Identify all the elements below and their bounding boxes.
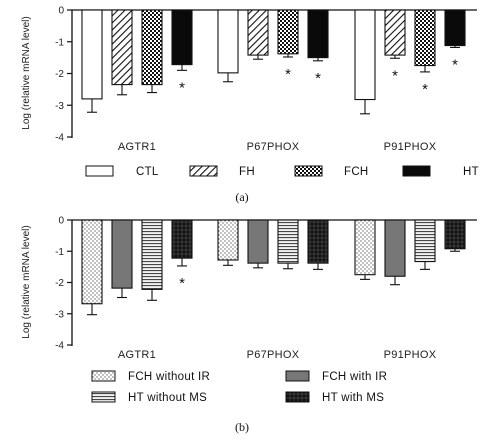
p1-bar-2-1 [384,219,406,277]
p0-bar-1-3 [307,9,329,59]
p1-y-tick-label: -2 [55,278,64,289]
p0-bar-2-0 [354,9,376,101]
p0-significance-mark: * [285,66,291,83]
p0-legend-label-3: HT [463,166,479,178]
p0-significance-mark: * [422,81,428,98]
p0-significance-mark: * [315,70,321,87]
p0-category-label: AGTR1 [118,141,156,153]
p0-legend-swatch-0 [85,165,114,177]
p0-category-label: P67PHOX [247,141,300,153]
p0-bar-0-3 [171,9,193,66]
p1-category-label: P91PHOX [384,349,437,361]
p1-bar-1-0 [217,219,239,261]
p1-bar-0-3 [171,219,193,259]
p0-y-tick-label: -3 [55,101,64,112]
p1-bar-0-0 [81,219,103,305]
p1-panel-label: (b) [235,420,249,434]
p1-bar-1-1 [247,219,269,264]
p0-bar-0-2 [141,9,163,86]
panel-a-chart: 0 -1 -2 -3 -4 Log (relative mRNA level) * * * * * *… [21,6,479,205]
p0-y-tick-label: 0 [58,6,64,17]
p0-bar-2-1 [384,9,406,56]
p1-legend-swatch-1 [285,370,310,382]
p1-legend-swatch-0 [91,370,116,382]
p1-legend-label-1: FCH with IR [322,371,387,383]
p1-y-tick-label: -3 [55,309,64,320]
p0-legend-swatch-3 [402,165,431,177]
p1-legend-label-3: HT with MS [322,392,384,404]
p0-bar-1-2 [277,9,299,55]
p0-y-tick-label: -1 [55,37,64,48]
p0-legend-label-1: FH [239,166,255,178]
p1-bar-0-1 [111,219,133,289]
p0-bar-2-2 [414,9,436,67]
p1-legend-swatch-2 [91,391,116,403]
p1-category-label: AGTR1 [118,349,156,361]
p1-bar-2-0 [354,219,376,276]
p1-category-label: P67PHOX [247,349,300,361]
p1-significance-mark: * [179,275,185,292]
p0-bar-0-1 [111,9,133,86]
p0-panel-label: (a) [235,190,248,204]
p1-bar-2-3 [444,219,466,250]
p1-bar-1-3 [307,219,329,264]
p0-legend-swatch-1 [189,165,218,177]
panel-b-chart: 0 -1 -2 -3 -4 Log (relative mRNA level) * AGTR1… [21,216,477,434]
p0-legend-label-2: FCH [344,166,369,178]
p1-bar-1-2 [277,219,299,264]
p0-bar-1-0 [217,9,239,74]
p0-bar-1-1 [247,9,269,56]
p1-bar-0-2 [141,219,163,290]
p0-y-tick-label: -4 [55,133,64,144]
p0-bar-2-3 [444,9,466,47]
p1-legend-label-0: FCH without IR [128,371,210,383]
p0-y-axis-label: Log (relative mRNA level) [21,16,32,129]
p0-significance-mark: * [392,67,398,84]
p1-y-tick-label: -4 [55,341,64,352]
p1-bar-2-2 [414,219,436,263]
p0-significance-mark: * [452,56,458,73]
p0-legend-swatch-2 [294,165,323,177]
p1-y-tick-label: -1 [55,247,64,258]
p0-significance-mark: * [179,79,185,96]
p0-y-tick-label: -2 [55,69,64,80]
p0-legend-label-0: CTL [136,166,159,178]
p0-category-label: P91PHOX [384,141,437,153]
p1-legend-swatch-3 [285,391,310,403]
p1-y-tick-label: 0 [58,216,64,227]
p1-legend-label-2: HT without MS [128,392,207,404]
p1-y-axis-label: Log (relative mRNA level) [21,225,32,338]
p0-bar-0-0 [81,9,103,100]
